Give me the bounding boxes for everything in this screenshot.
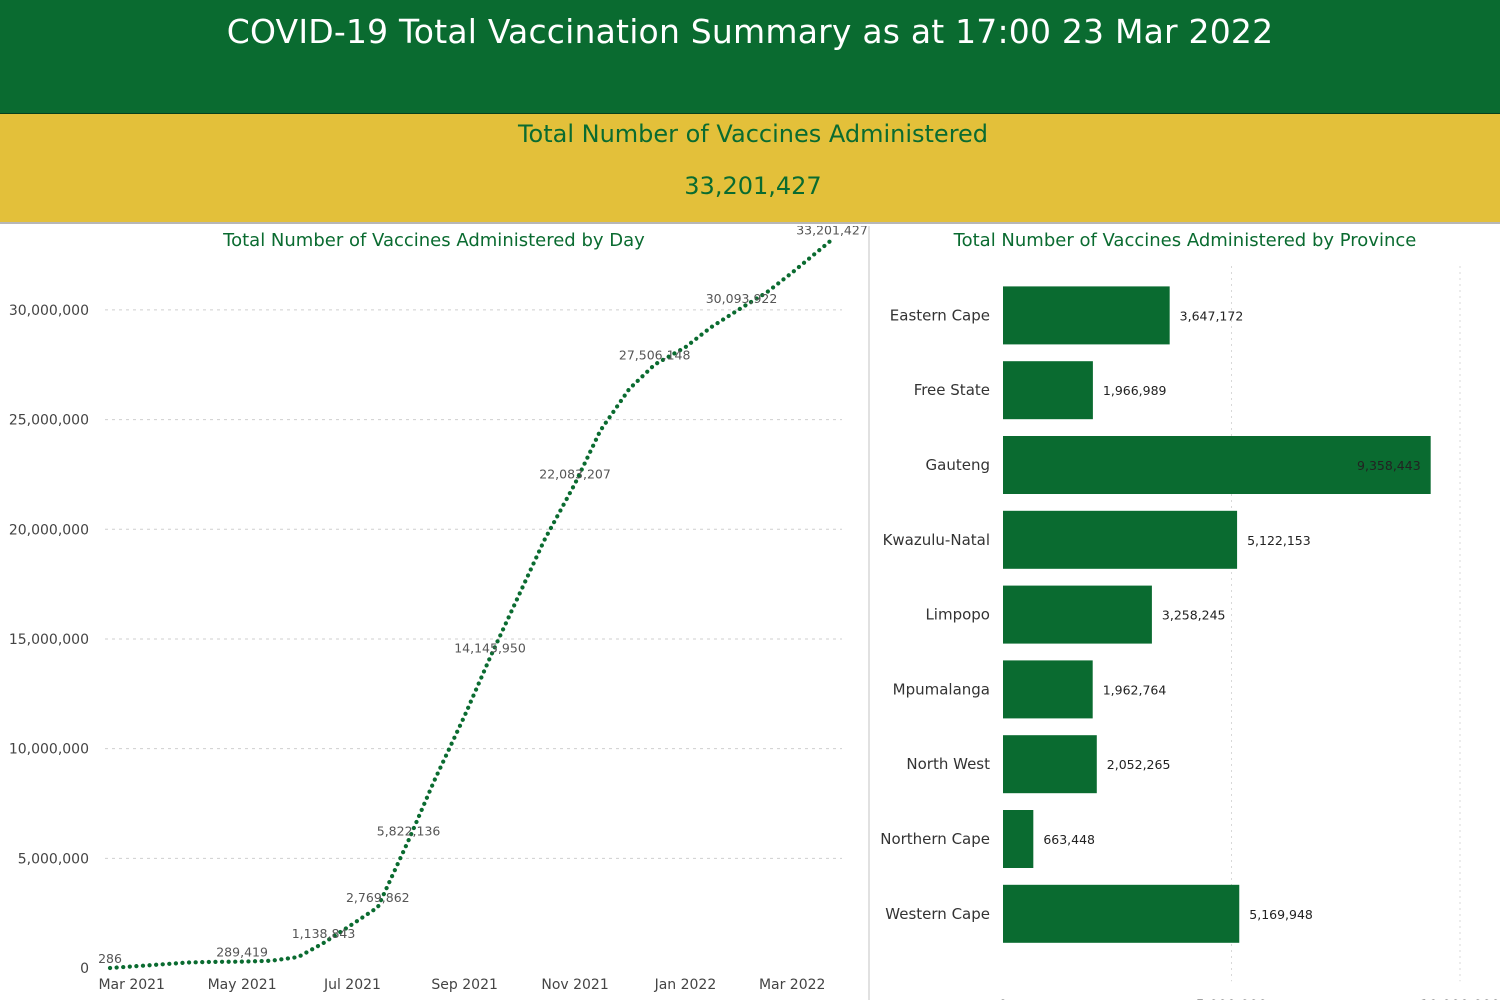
y-tick-label: 0 <box>80 961 89 977</box>
vaccines-by-province-panel[interactable]: Total Number of Vaccines Administered by… <box>870 226 1500 1000</box>
x-tick-label: Jul 2021 <box>323 977 381 993</box>
y-tick-label: 15,000,000 <box>9 632 89 648</box>
province-value-label: 9,358,443 <box>1357 458 1421 473</box>
province-label: North West <box>906 755 990 773</box>
province-bar[interactable] <box>1003 735 1097 794</box>
cumulative-vaccines-line[interactable] <box>107 237 835 971</box>
dashboard-header: COVID-19 Total Vaccination Summary as at… <box>0 0 1500 114</box>
province-label: Free State <box>914 381 990 399</box>
province-value-label: 3,258,245 <box>1162 608 1226 623</box>
x-tick-label: Jan 2022 <box>654 977 717 993</box>
x-tick-label: 5,000,000 <box>1196 998 1267 1000</box>
vaccines-by-day-chart[interactable]: 0 5,000,000 10,000,000 15,000,000 20,000,000… <box>0 226 868 1000</box>
y-tick-label: 5,000,000 <box>18 851 89 867</box>
province-bar[interactable] <box>1003 660 1093 719</box>
province-label: Western Cape <box>885 905 990 923</box>
province-value-label: 3,647,172 <box>1180 308 1244 323</box>
line-data-label: 286 <box>98 951 122 966</box>
province-bar[interactable] <box>1003 436 1431 494</box>
x-tick-label: Nov 2021 <box>541 977 608 993</box>
line-data-label: 2,769,862 <box>346 890 410 905</box>
province-label: Kwazulu-Natal <box>883 531 990 549</box>
line-data-label: 14,145,950 <box>454 641 526 656</box>
x-tick-label: Mar 2021 <box>98 977 165 993</box>
total-vaccines-label: Total Number of Vaccines Administered <box>517 120 989 148</box>
province-value-label: 2,052,265 <box>1107 757 1171 772</box>
line-data-label: 289,419 <box>216 945 268 960</box>
province-label: Limpopo <box>925 606 990 624</box>
y-tick-label: 20,000,000 <box>9 522 89 538</box>
x-tick-label: May 2021 <box>208 977 277 993</box>
province-bar[interactable] <box>1003 361 1093 420</box>
x-tick-label: 0 <box>999 998 1008 1000</box>
province-label: Gauteng <box>926 456 990 474</box>
line-data-label: 27,506,148 <box>619 348 691 363</box>
x-tick-label: 10,000,000 <box>1420 998 1500 1000</box>
y-tick-label: 25,000,000 <box>9 413 89 429</box>
province-value-label: 5,122,153 <box>1247 533 1311 548</box>
province-value-label: 5,169,948 <box>1249 907 1313 922</box>
province-label: Eastern Cape <box>890 306 990 324</box>
dashboard-title: COVID-19 Total Vaccination Summary as at… <box>226 12 1274 51</box>
province-label: Mpumalanga <box>893 680 990 698</box>
line-data-label: 30,093,922 <box>706 291 778 306</box>
province-bar[interactable] <box>1003 810 1034 868</box>
y-tick-label: 10,000,000 <box>9 742 89 758</box>
vaccines-by-day-title: Total Number of Vaccines Administered by… <box>223 230 645 251</box>
total-vaccines-card[interactable]: Total Number of Vaccines Administered 33… <box>0 114 1500 224</box>
vaccines-by-province-title: Total Number of Vaccines Administered by… <box>953 230 1417 251</box>
province-bar[interactable] <box>1003 510 1238 569</box>
line-data-label: 22,083,207 <box>539 467 611 482</box>
x-tick-label: Sep 2021 <box>431 977 497 993</box>
province-value-label: 1,966,989 <box>1103 383 1167 398</box>
province-label: Northern Cape <box>880 830 990 848</box>
vaccines-by-province-chart[interactable]: 0 5,000,000 10,000,000 Eastern Cape 3,647,17… <box>870 226 1500 1000</box>
province-bar[interactable] <box>1003 585 1152 644</box>
line-data-label: 33,201,427 <box>796 226 868 238</box>
vaccines-by-day-panel[interactable]: Total Number of Vaccines Administered by… <box>0 226 870 1000</box>
x-tick-label: Mar 2022 <box>759 977 826 993</box>
province-value-label: 663,448 <box>1043 832 1095 847</box>
y-tick-label: 30,000,000 <box>9 303 89 319</box>
province-bar[interactable] <box>1003 884 1240 943</box>
province-value-label: 1,962,764 <box>1103 682 1167 697</box>
line-data-label: 5,822,136 <box>377 823 441 838</box>
province-bar[interactable] <box>1003 286 1170 345</box>
total-vaccines-value: 33,201,427 <box>684 172 822 200</box>
line-data-label: 1,138,843 <box>292 926 356 941</box>
